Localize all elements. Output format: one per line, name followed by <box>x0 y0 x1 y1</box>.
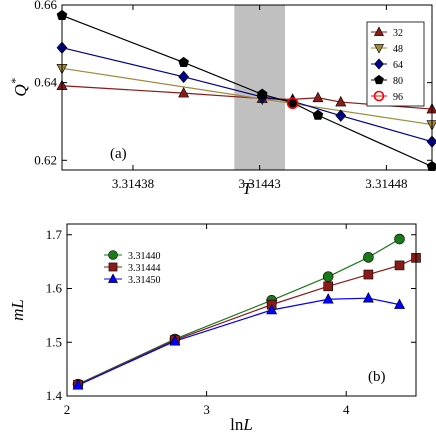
panel-b-point-3-31444 <box>323 281 333 292</box>
panel-b-point-3-31450 <box>394 298 406 309</box>
panel-b-point-3-31444 <box>363 269 374 280</box>
panel-a-x-axis-label: T <box>242 179 253 198</box>
panel-b-x-tick-label: 3 <box>203 402 210 417</box>
panel-b-y-tick-label: 1.7 <box>46 227 63 242</box>
panel-a-y-tick-label: 0.66 <box>34 0 57 12</box>
panel-b-legend-marker-3-31450 <box>108 273 118 283</box>
svg-text:lnL: lnL <box>230 415 253 434</box>
panel-b-y-tick-label: 1.4 <box>46 388 63 403</box>
panel-a-point-80 <box>178 56 189 68</box>
panel-b-chart: 2 3 4 1.4 1.5 1.6 1.7 (b) lnL mL 3.314403.3144… <box>8 223 421 434</box>
panel-a-y-axis-label: Q* <box>8 78 30 96</box>
panel-a-y-tick-label: 0.62 <box>34 152 57 167</box>
panel-a-legend-label-48: 48 <box>393 44 403 55</box>
panel-b-x-tick-label: 2 <box>64 402 71 417</box>
panel-a-point-80 <box>312 109 324 120</box>
panel-a-y-tick-label: 0.64 <box>34 75 57 90</box>
panel-a-legend-label-80: 80 <box>393 76 403 87</box>
panel-b-y-tick-label: 1.6 <box>46 281 63 296</box>
panel-b-point-3-31450 <box>362 292 374 303</box>
panel-a-point-80 <box>256 88 268 99</box>
panel-b-legend-label-3-31444: 3.31444 <box>128 263 161 274</box>
panel-a-point-32 <box>178 86 190 98</box>
panel-a-legend-marker-80 <box>374 74 384 85</box>
panel-a-legend-marker-96 <box>373 90 385 102</box>
panel-b-legend-label-3-31440: 3.31440 <box>128 251 161 262</box>
panel-a-point-96 <box>286 97 299 110</box>
panel-a-frame <box>61 4 433 171</box>
panel-b-point-3-31440 <box>363 252 374 263</box>
panel-b-point-3-31450 <box>266 303 278 315</box>
panel-b-point-3-31450 <box>72 379 84 390</box>
panel-b-x-tick-label: 4 <box>343 402 350 417</box>
panel-a-legend-marker-64 <box>374 58 384 70</box>
panel-b-point-3-31450 <box>322 293 334 304</box>
panel-b-point-3-31450 <box>169 335 181 346</box>
panel-b-y-axis-label: mL <box>8 299 27 321</box>
panel-b-point-3-31440 <box>322 271 334 282</box>
panel-a-legend-label-96: 96 <box>393 92 403 103</box>
panel-a-series-line-80 <box>61 14 433 168</box>
panel-a-x-tick-label: 3.31443 <box>239 176 281 191</box>
panel-a-point-64 <box>335 109 347 122</box>
panel-b-point-3-31440 <box>394 233 405 245</box>
panel-b-point-3-31444 <box>394 260 405 271</box>
panel-b-legend-marker-3-31444 <box>108 262 118 272</box>
panel-a-legend-marker-48 <box>374 44 384 54</box>
panel-a-legend: 32 48 64 80 96 <box>366 21 425 107</box>
panel-a-point-32 <box>312 91 324 103</box>
panel-b-label: (b) <box>368 369 386 385</box>
panel-a-label: (a) <box>110 146 127 162</box>
panel-a-legend-label-64: 64 <box>393 60 403 71</box>
panel-b-x-axis-label: lnL <box>230 415 253 434</box>
panel-a-x-tick-label: 3.31448 <box>365 176 407 191</box>
panel-a-point-64 <box>178 70 190 84</box>
panel-a-legend-marker-32 <box>374 26 384 36</box>
panel-b-frame <box>66 223 417 397</box>
panel-b-legend-marker-3-31440 <box>108 250 118 260</box>
panel-a-x-tick-label: 3.31438 <box>112 176 154 191</box>
svg-text:Q*: Q* <box>8 78 30 96</box>
panel-b-y-tick-label: 1.5 <box>46 334 62 349</box>
panel-b-legend-label-3-31450: 3.31450 <box>128 275 161 286</box>
panel-a-shaded-band <box>234 5 286 170</box>
panel-b-series-line-3-31450 <box>77 297 400 386</box>
panel-a-legend-label-32: 32 <box>393 28 403 39</box>
panel-b-series-line-3-31440 <box>77 238 400 385</box>
panel-a-point-32 <box>335 95 347 107</box>
